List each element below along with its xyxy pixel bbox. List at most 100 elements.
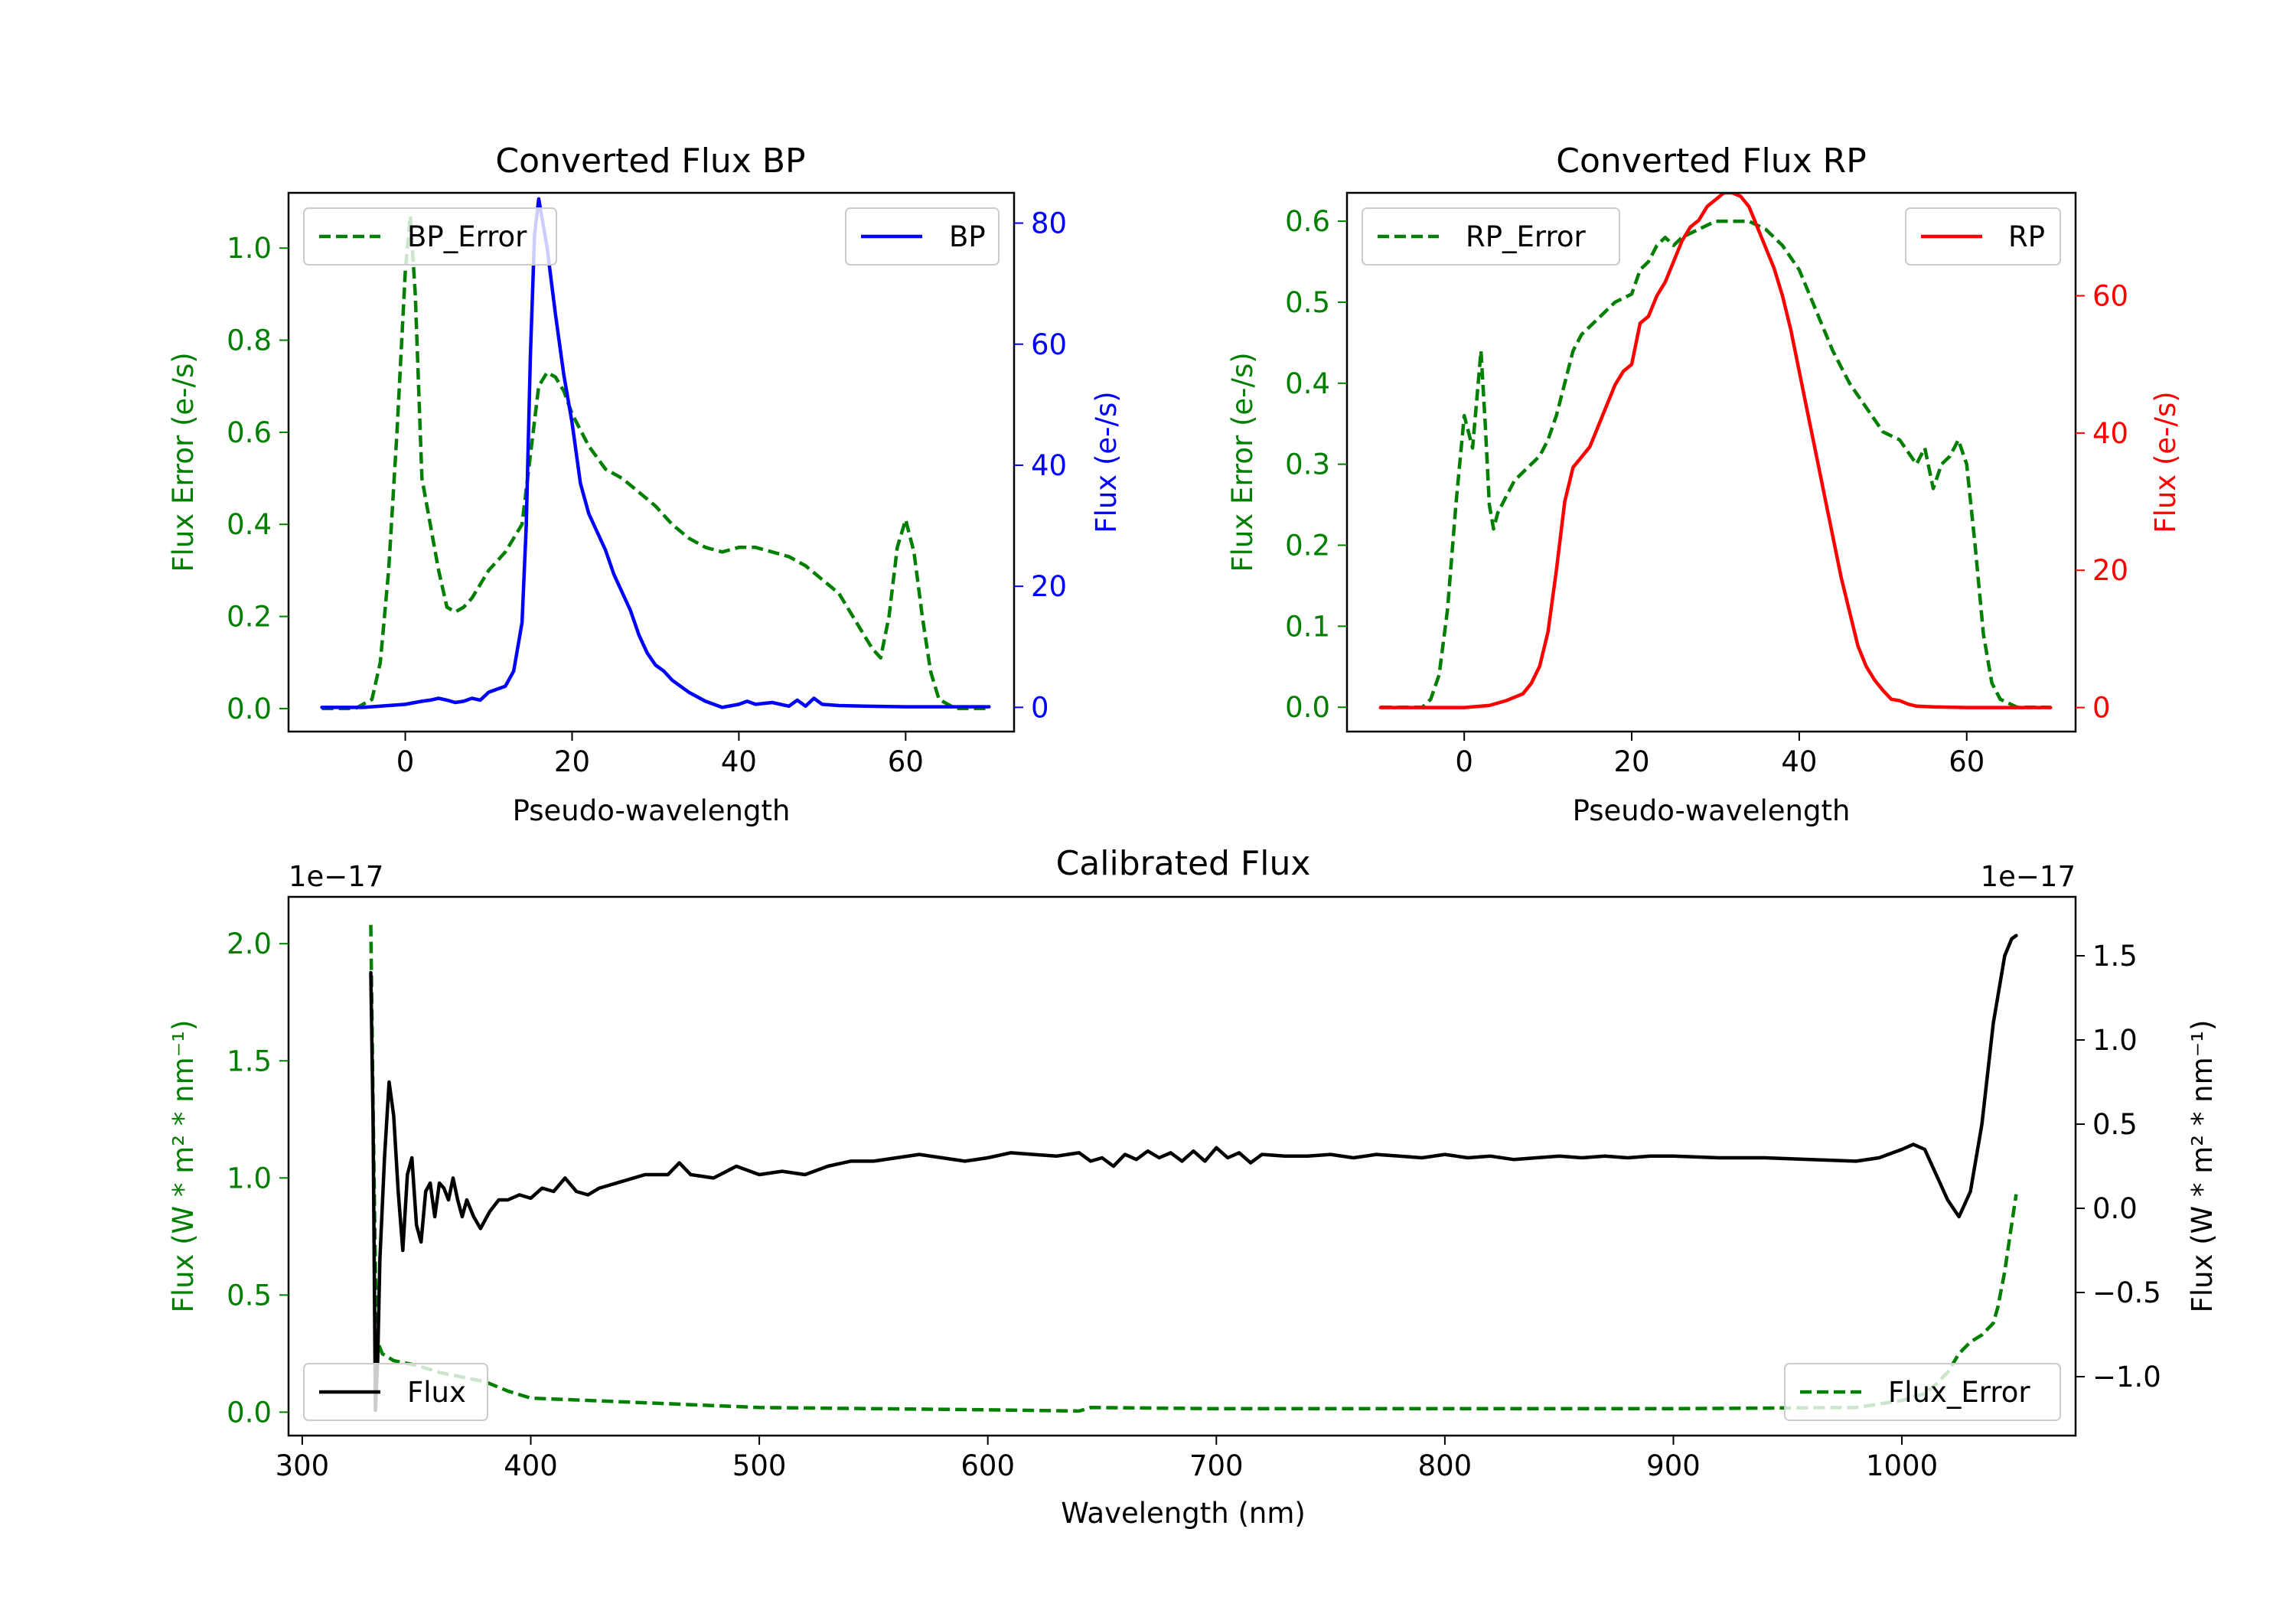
rp-ytick-right-label: 40 (2092, 417, 2128, 450)
cal-xtick-label: 300 (276, 1449, 330, 1482)
rp-ticks-left: 0.0 0.1 0.2 0.3 0.4 0.5 0.6 (1285, 205, 1347, 724)
bp-ytick-left-label: 1.0 (227, 232, 272, 265)
cal-legend-error-label: Flux_Error (1888, 1376, 2030, 1409)
cal-xtick-label: 600 (960, 1449, 1015, 1482)
rp-plot-frame (1345, 191, 2077, 733)
rp-ytick-left-label: 0.3 (1285, 448, 1330, 481)
bp-ylabel-left: Flux Error (e-/s) (167, 352, 200, 572)
rp-panel: Converted Flux RP 0 20 40 60 0.00.10.20.30.… (1226, 142, 2182, 827)
rp-legend-error: RP_Error (1362, 207, 1620, 266)
rp-legend-flux: RP (1905, 207, 2061, 266)
bp-legend-error-box (303, 207, 557, 266)
cal-legend-flux-label: Flux (407, 1376, 466, 1409)
rp-series-rp-error (1380, 219, 2051, 709)
bp-ticks-bottom: 0 20 40 60 (396, 732, 924, 778)
cal-series-flux-error (369, 924, 2018, 1413)
cal-ytick-right-label: −1.0 (2092, 1361, 2161, 1393)
rp-xtick-label: 0 (1455, 745, 1473, 778)
rp-ylabel-right: Flux (e-/s) (2149, 391, 2182, 533)
cal-ytick-right-label: −0.5 (2092, 1276, 2161, 1309)
bp-ytick-right-label: 80 (1031, 207, 1067, 240)
cal-ytick-right-label: 1.0 (2092, 1024, 2138, 1057)
cal-ytick-left-label: 1.0 (227, 1162, 272, 1195)
rp-ytick-left-label: 0.0 (1285, 691, 1330, 724)
rp-xtick-label: 20 (1613, 745, 1649, 778)
cal-ytick-left-label: 0.0 (227, 1396, 272, 1429)
rp-xtick-label: 40 (1781, 745, 1817, 778)
cal-ytick-left-label: 1.5 (227, 1045, 272, 1077)
bp-xtick-label: 0 (396, 745, 415, 778)
cal-xtick-label: 800 (1418, 1449, 1473, 1482)
rp-title: Converted Flux RP (1556, 142, 1867, 181)
cal-ytick-right-label: 1.5 (2092, 940, 2138, 973)
bp-ytick-left-label: 0.4 (227, 508, 272, 541)
cal-xtick-label: 500 (732, 1449, 787, 1482)
bp-ytick-left-label: 0.0 (227, 693, 272, 725)
cal-xtick-label: 400 (504, 1449, 558, 1482)
cal-ylabel-right: Flux (W * m² * nm⁻¹) (2186, 1020, 2219, 1313)
rp-legend-error-box (1362, 207, 1620, 266)
cal-xtick-label: 700 (1189, 1449, 1244, 1482)
rp-ytick-right-label: 60 (2092, 280, 2128, 313)
rp-data-layer (1378, 193, 2053, 709)
rp-ytick-left-label: 0.5 (1285, 286, 1330, 319)
cal-offset-left: 1e−17 (289, 860, 383, 893)
rp-ticks-right: 0 20 40 60 (2076, 280, 2128, 725)
cal-legend-flux: Flux (303, 1363, 488, 1421)
cal-ticks-right: −1.0 −0.5 0.0 0.5 1.0 1.5 (2076, 940, 2161, 1393)
cal-ylabel-left: Flux (W * m² * nm⁻¹) (167, 1020, 200, 1313)
cal-xlabel: Wavelength (nm) (1061, 1497, 1306, 1530)
rp-series-rp (1378, 193, 2053, 709)
bp-ytick-right-label: 20 (1031, 570, 1067, 603)
rp-ytick-left-label: 0.6 (1285, 205, 1330, 238)
rp-xtick-label: 60 (1949, 745, 1985, 778)
bp-xtick-label: 40 (721, 745, 757, 778)
cal-title: Calibrated Flux (1056, 844, 1311, 883)
bp-ytick-right-label: 40 (1031, 449, 1067, 482)
cal-offset-right: 1e−17 (1981, 860, 2076, 893)
rp-ytick-left-label: 0.2 (1285, 530, 1330, 562)
cal-legend-flux-box (303, 1363, 488, 1421)
bp-legend-error: BP_Error (303, 207, 557, 266)
cal-ytick-left-label: 2.0 (227, 927, 272, 960)
bp-ticks-left: 0.0 0.2 0.4 0.6 0.8 1.0 (227, 232, 289, 725)
cal-series-flux (369, 934, 2018, 1413)
bp-title: Converted Flux BP (495, 142, 805, 181)
cal-ytick-right-label: 0.0 (2092, 1192, 2138, 1225)
bp-ytick-left-label: 0.8 (227, 324, 272, 357)
bp-xlabel: Pseudo-wavelength (513, 794, 791, 827)
rp-ytick-right-label: 0 (2092, 692, 2111, 725)
cal-legend-error: Flux_Error (1784, 1363, 2061, 1421)
rp-legend-flux-label: RP (2008, 220, 2045, 253)
bp-ytick-right-label: 60 (1031, 328, 1067, 361)
rp-ylabel-left: Flux Error (e-/s) (1226, 352, 1259, 572)
bp-xtick-label: 20 (554, 745, 590, 778)
cal-xtick-label: 900 (1646, 1449, 1701, 1482)
bp-ticks-right: 0 20 40 60 80 (1014, 207, 1067, 724)
bp-legend-error-label: BP_Error (407, 220, 527, 253)
rp-legend-flux-box (1905, 207, 2061, 266)
bp-panel: Converted Flux BP 0 20 40 60 0.00.20.40.60.… (167, 142, 1123, 827)
cal-panel: Calibrated Flux 1e−17 1e−17 300 400 500 600… (167, 844, 2219, 1530)
cal-ticks-left: 0.0 0.5 1.0 1.5 2.0 (227, 927, 289, 1429)
cal-legend-error-box (1784, 1363, 2061, 1421)
cal-ytick-left-label: 0.5 (227, 1279, 272, 1312)
rp-ytick-right-label: 20 (2092, 554, 2128, 587)
rp-ytick-left-label: 0.1 (1285, 610, 1330, 643)
cal-xtick-label: 1000 (1866, 1449, 1938, 1482)
cal-ticks-bottom: 300 400 500 600 700 800 900 1000 (276, 1436, 1938, 1482)
bp-ylabel-right: Flux (e-/s) (1090, 391, 1123, 533)
bp-legend-flux: BP (845, 207, 1000, 266)
rp-legend-error-label: RP_Error (1466, 220, 1586, 253)
bp-legend-flux-label: BP (949, 220, 986, 253)
bp-xtick-label: 60 (888, 745, 924, 778)
rp-ytick-left-label: 0.4 (1285, 367, 1330, 400)
bp-series-bp (320, 197, 991, 709)
bp-ytick-left-label: 0.2 (227, 601, 272, 634)
bp-plot-frame (287, 191, 1016, 733)
bp-ytick-left-label: 0.6 (227, 416, 272, 449)
rp-ticks-bottom: 0 20 40 60 (1455, 732, 1985, 778)
cal-ytick-right-label: 0.5 (2092, 1108, 2138, 1141)
